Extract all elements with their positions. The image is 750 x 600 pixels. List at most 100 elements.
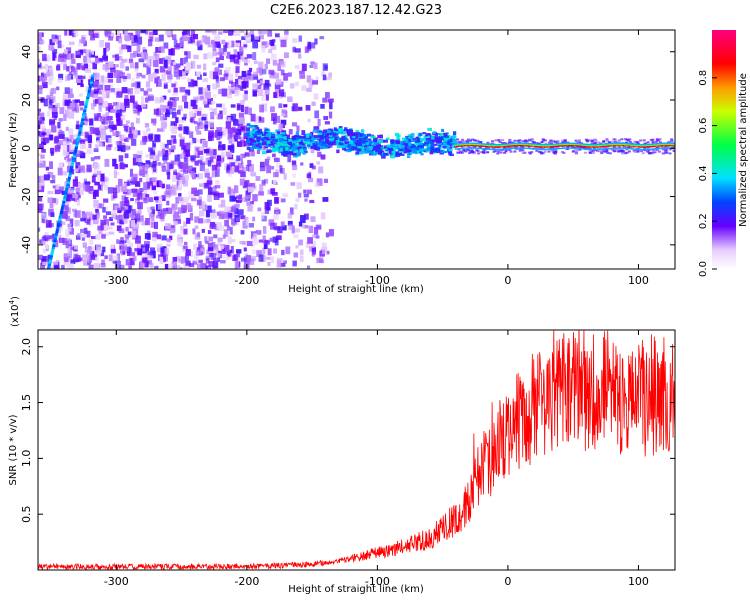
heatmap-cell	[119, 55, 123, 61]
heatmap-cell	[68, 111, 75, 119]
heatmap-band-cell	[277, 131, 281, 135]
heatmap-cell	[309, 199, 315, 204]
heatmap-cell	[84, 181, 91, 185]
heatmap-line-edge	[553, 148, 556, 150]
heatmap-band-cell	[423, 136, 428, 140]
heatmap-line-edge	[542, 148, 545, 151]
heatmap-band-cell	[252, 133, 258, 138]
heatmap-cell	[250, 150, 255, 157]
heatmap-line-cell	[496, 145, 500, 147]
heatmap-cell	[38, 208, 43, 213]
heatmap-cell	[77, 63, 83, 69]
heatmap-cell	[131, 83, 137, 87]
heatmap-cell	[94, 250, 101, 255]
heatmap-cell	[94, 155, 101, 160]
heatmap-cell	[166, 238, 171, 243]
heatmap-cell	[88, 187, 94, 195]
heatmap-cell	[183, 113, 187, 120]
heatmap-cell	[261, 30, 267, 35]
heatmap-line-edge	[642, 143, 645, 146]
heatmap-cell	[225, 67, 231, 73]
heatmap-cell	[38, 58, 41, 65]
heatmap-cell	[206, 85, 211, 91]
heatmap-cell	[178, 200, 184, 204]
heatmap-cell	[122, 250, 126, 255]
heatmap-cell	[116, 109, 121, 116]
heatmap-cell	[119, 264, 125, 269]
heatmap-cell	[145, 93, 150, 98]
heatmap-cell	[52, 53, 56, 61]
heatmap-line-edge	[598, 143, 601, 146]
heatmap-cell	[224, 206, 231, 215]
heatmap-cell	[166, 139, 172, 146]
heatmap-line-core	[536, 146, 539, 148]
heatmap-band-cell	[342, 129, 346, 133]
heatmap-line-cell	[626, 144, 630, 146]
heatmap-band-cell	[375, 148, 380, 152]
heatmap-line-edge	[543, 148, 547, 151]
heatmap-line-cell	[583, 144, 586, 146]
heatmap-cell	[161, 165, 166, 172]
heatmap-cell	[135, 72, 140, 79]
heatmap-cell	[287, 212, 293, 219]
heatmap-cell	[154, 53, 160, 61]
heatmap-line-edge	[641, 148, 644, 151]
heatmap-band-cell	[266, 140, 271, 144]
heatmap-cell	[47, 54, 51, 62]
heatmap-halo-cell	[472, 151, 476, 154]
heatmap-cell	[171, 184, 177, 189]
heatmap-cell	[113, 170, 117, 179]
heatmap-cell	[237, 123, 244, 132]
heatmap-cell	[124, 196, 129, 203]
heatmap-cell	[172, 160, 177, 165]
heatmap-cell	[114, 260, 121, 269]
heatmap-cell	[123, 206, 129, 210]
heatmap-band-cell	[277, 135, 282, 139]
heatmap-cell	[200, 37, 204, 45]
heatmap-line-cell	[523, 143, 526, 146]
heatmap-line-cell	[536, 144, 539, 147]
heatmap-band-cell	[339, 137, 344, 142]
heatmap-cell	[211, 212, 218, 219]
heatmap-cell	[69, 103, 75, 109]
heatmap-halo-cell	[513, 139, 517, 142]
heatmap-cell	[278, 123, 283, 132]
heatmap-band-cell	[320, 138, 324, 142]
heatmap-cell	[203, 168, 210, 172]
heatmap-band-cell	[246, 137, 250, 142]
heatmap-band-cell	[429, 150, 434, 155]
heatmap-cell	[64, 93, 70, 102]
heatmap-cell	[51, 49, 58, 54]
heatmap-band-cell	[326, 140, 330, 145]
heatmap-streak-cell	[69, 169, 73, 173]
heatmap-cell	[99, 118, 104, 122]
heatmap-cell	[155, 215, 162, 219]
heatmap-cell	[277, 63, 282, 72]
heatmap-cell	[137, 36, 143, 45]
heatmap-cell	[199, 95, 205, 100]
heatmap-line-edge	[481, 147, 484, 150]
heatmap-line-core	[623, 145, 626, 147]
heatmap-xtick-label: -300	[104, 274, 129, 287]
heatmap-cell	[41, 73, 48, 81]
heatmap-halo-cell	[496, 152, 500, 155]
heatmap-line-cell	[525, 144, 528, 146]
heatmap-line-edge	[576, 147, 579, 150]
heatmap-band-cell	[318, 130, 323, 133]
heatmap-cell	[136, 150, 143, 157]
heatmap-band-cell	[417, 144, 422, 148]
heatmap-cell	[67, 243, 74, 251]
heatmap-cell	[257, 207, 262, 212]
heatmap-line-edge	[586, 148, 589, 150]
heatmap-cell	[216, 155, 221, 162]
heatmap-cell	[262, 247, 266, 255]
heatmap-line-edge	[528, 147, 531, 150]
heatmap-line-cell	[576, 144, 579, 146]
heatmap-cell	[251, 30, 255, 37]
heatmap-line-edge	[651, 148, 655, 150]
heatmap-cell	[197, 122, 203, 126]
heatmap-cell	[144, 30, 149, 35]
heatmap-cell	[287, 72, 292, 77]
heatmap-halo-cell	[482, 151, 486, 154]
heatmap-streak-cell	[49, 256, 53, 260]
